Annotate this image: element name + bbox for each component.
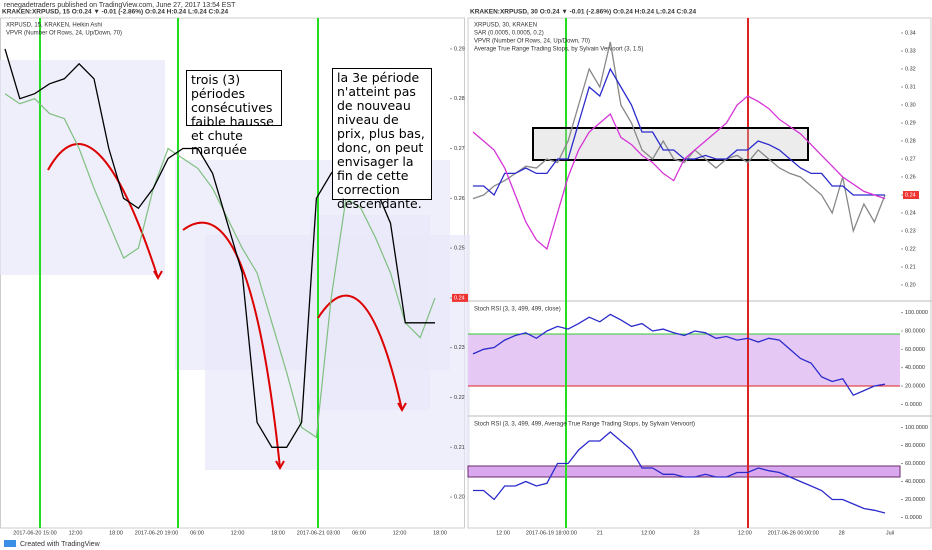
y-tick-label: 0.20 — [454, 495, 465, 501]
y-tick-label: 100.0000 — [905, 310, 928, 316]
chart-title: KRAKEN:XRPUSD, 15 O:0.24 ▼ -0.01 (-2.86%… — [2, 9, 228, 16]
y-tick-label: 20.0000 — [905, 383, 925, 389]
series-line — [472, 313, 886, 397]
y-tick-label: 0.0000 — [905, 515, 922, 521]
x-tick-label: 28 — [839, 530, 845, 536]
legend-line: XRPUSD, 15, KRAKEN, Heikin Ashi — [6, 23, 102, 29]
x-tick-label: 12:00 — [738, 530, 752, 536]
y-tick-label: 0.26 — [454, 196, 465, 202]
arrow-head — [275, 460, 285, 471]
y-tick-label: 0.20 — [905, 282, 916, 288]
legend-line: SAR (0.0005, 0.0005, 0.2) — [474, 31, 544, 37]
y-tick-label: 100.0000 — [905, 425, 928, 431]
last-price-tag — [452, 293, 468, 302]
x-tick-label: 12:00 — [69, 530, 83, 536]
y-tick-label: 80.0000 — [905, 328, 925, 334]
y-tick-label: 0.27 — [905, 156, 916, 162]
legend-line: Average True Range Trading Stops, by Syl… — [474, 47, 643, 53]
x-tick-label: 2017-06-19 18:00:00 — [526, 530, 577, 536]
arc-arrow — [182, 221, 281, 469]
y-tick-label: 20.0000 — [905, 497, 925, 503]
y-tick-label: 0.27 — [454, 146, 465, 152]
x-tick-label: Juil — [886, 530, 894, 536]
stoch-band — [468, 334, 900, 386]
x-tick-label: 12:00 — [231, 530, 245, 536]
series-line — [472, 95, 886, 251]
y-tick-label: 0.28 — [905, 138, 916, 144]
x-tick-label: 06:00 — [352, 530, 366, 536]
pane-border — [467, 17, 932, 529]
y-tick-label: 0.31 — [905, 84, 916, 90]
x-tick-label: 12:00 — [641, 530, 655, 536]
y-tick-label: 40.0000 — [905, 365, 925, 371]
series-line — [473, 67, 885, 197]
x-tick-label: 23 — [693, 530, 699, 536]
y-tick-label: 0.21 — [905, 264, 916, 270]
annotation-box: trois (3) périodes consécutives faible h… — [186, 70, 282, 157]
last-price-tag — [903, 191, 919, 199]
y-tick-label: 0.28 — [454, 96, 465, 102]
publisher: renegadetraders published on TradingView… — [4, 2, 236, 9]
annotation-box: la 3e période n'atteint pas de nouveau n… — [332, 68, 432, 211]
y-tick-label: 0.21 — [454, 445, 465, 451]
legend-line: VPVR (Number Of Rows, 24, Up/Down, 70) — [6, 31, 122, 37]
x-tick-label: 06:00 — [190, 530, 204, 536]
y-tick-label: 0.34 — [905, 30, 916, 36]
period-zone — [310, 215, 430, 410]
x-tick-label: 18:00 — [433, 530, 447, 536]
x-tick-label: 2017-06-20 19:00 — [135, 530, 178, 536]
y-tick-label: 80.0000 — [905, 443, 925, 449]
series-line — [4, 93, 436, 439]
y-tick-label: 0.29 — [905, 120, 916, 126]
series-line — [473, 431, 886, 514]
y-tick-label: 0.23 — [905, 228, 916, 234]
y-tick-label: 0.23 — [454, 345, 465, 351]
x-tick-label: 18:00 — [271, 530, 285, 536]
x-tick-label: 12:00 — [496, 530, 510, 536]
y-tick-label: 0.26 — [905, 174, 916, 180]
y-tick-label: 0.0000 — [905, 402, 922, 408]
x-tick-label: 2017-06-26 00:00:00 — [768, 530, 819, 536]
y-tick-label: 40.0000 — [905, 479, 925, 485]
y-tick-label: 0.29 — [454, 46, 465, 52]
x-tick-label: 12:00 — [393, 530, 407, 536]
chart-title: KRAKEN:XRPUSD, 30 O:0.24 ▼ -0.01 (-2.86%… — [470, 9, 696, 16]
footer: Created with TradingView — [20, 541, 101, 548]
last-price-label: 0.24 — [905, 192, 916, 198]
legend-line: Stoch RSI (3, 3, 499, 499, close) — [474, 307, 561, 313]
y-tick-label: 60.0000 — [905, 461, 925, 467]
arc-arrow — [317, 294, 403, 411]
y-tick-label: 0.22 — [905, 246, 916, 252]
arrow-head — [397, 402, 407, 413]
legend-line: VPVR (Number Of Rows, 24, Up/Down, 70) — [474, 39, 590, 45]
arrow-head — [153, 270, 163, 281]
stoch-band — [467, 465, 901, 478]
legend-line: Stoch RSI (3, 3, 499, 499, Average True … — [474, 422, 695, 428]
y-tick-label: 0.32 — [905, 66, 916, 72]
legend-line: XRPUSD, 30, KRAKEN — [474, 23, 537, 29]
series-line — [472, 41, 886, 234]
x-tick-label: 21 — [597, 530, 603, 536]
y-tick-label: 0.25 — [454, 246, 465, 252]
brand-icon — [4, 540, 16, 547]
y-tick-label: 0.30 — [905, 102, 916, 108]
y-tick-label: 0.24 — [905, 210, 916, 216]
y-tick-label: 0.33 — [905, 48, 916, 54]
x-tick-label: 2017-06-21 03:00 — [297, 530, 340, 536]
x-tick-label: 18:00 — [109, 530, 123, 536]
x-tick-label: 2017-06-20 15:00 — [13, 530, 56, 536]
y-tick-label: 0.22 — [454, 395, 465, 401]
last-price-label: 0.24 — [454, 295, 465, 301]
y-tick-label: 60.0000 — [905, 347, 925, 353]
